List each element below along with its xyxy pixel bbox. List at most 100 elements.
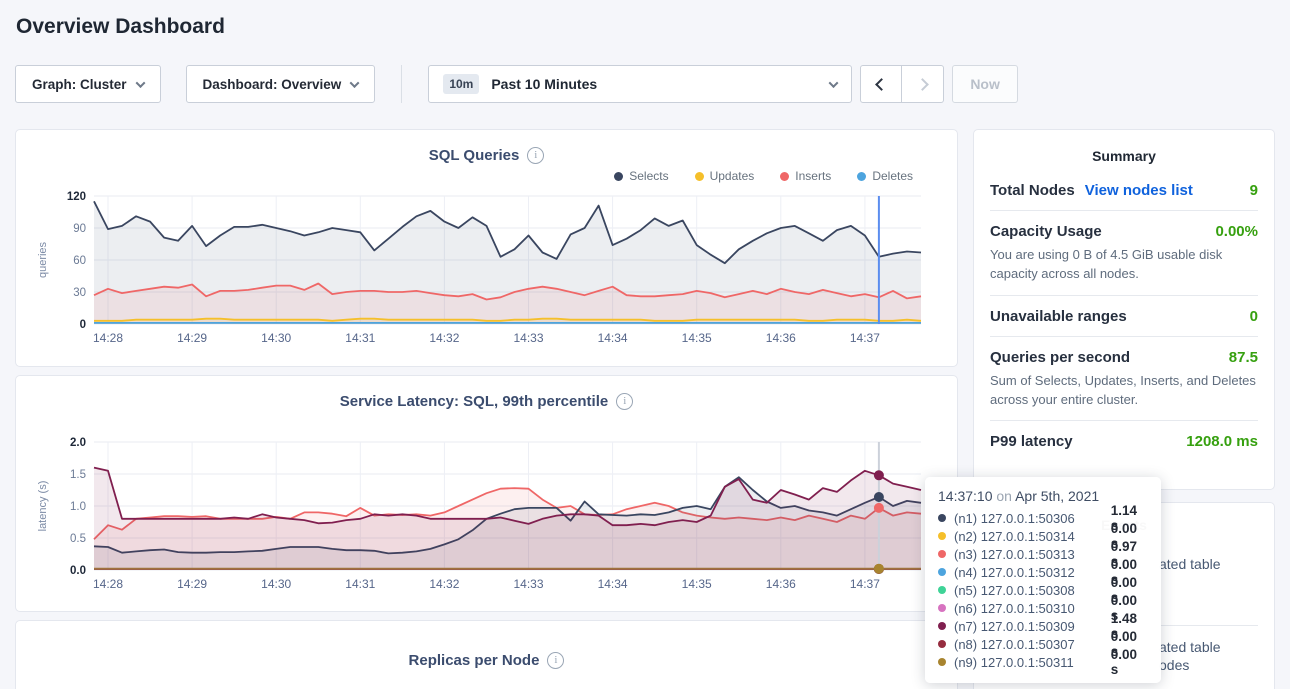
- legend-item-selects[interactable]: Selects: [614, 169, 668, 183]
- graph-dropdown[interactable]: Graph: Cluster: [15, 65, 161, 103]
- legend-item-deletes[interactable]: Deletes: [857, 169, 913, 183]
- info-icon[interactable]: [616, 393, 633, 410]
- chevron-down-icon: [829, 78, 839, 88]
- tooltip-date: Apr 5th, 2021: [1015, 488, 1099, 504]
- info-icon[interactable]: [547, 652, 564, 669]
- svg-text:14:32: 14:32: [429, 331, 459, 345]
- tooltip-node-label: (n2) 127.0.0.1:50314: [954, 529, 1103, 544]
- svg-text:queries: queries: [37, 241, 49, 278]
- overview-dashboard-page: Overview Dashboard Graph: Cluster Dashbo…: [0, 0, 1290, 689]
- series-dot-icon: [938, 568, 946, 576]
- time-range-badge: 10m: [443, 74, 479, 94]
- svg-text:2.0: 2.0: [70, 437, 86, 449]
- page-title: Overview Dashboard: [15, 0, 1275, 39]
- chart-title-row: SQL Queries: [32, 144, 941, 166]
- chart-svg[interactable]: 14:28 14:29 14:30 14:31 14:32 14:33 14:34 14:35…: [32, 186, 943, 348]
- summary-label: Total Nodes: [990, 182, 1075, 199]
- svg-text:14:31: 14:31: [345, 331, 375, 345]
- chevron-down-icon: [350, 78, 360, 88]
- summary-rows: Total Nodes View nodes list 9 Capacity Usag…: [990, 170, 1258, 461]
- legend-dot-icon: [857, 172, 866, 181]
- svg-text:14:29: 14:29: [177, 577, 207, 591]
- chevron-right-icon: [916, 78, 929, 91]
- chevron-left-icon: [875, 78, 888, 91]
- replicas-per-node-card: Replicas per Node: [15, 620, 958, 689]
- summary-row: Queries per second87.5Sum of Selects, Up…: [990, 336, 1258, 421]
- svg-text:14:29: 14:29: [177, 331, 207, 345]
- summary-value: 9: [1250, 182, 1258, 199]
- tooltip-node-row: (n9) 127.0.0.1:503110.00 s: [938, 653, 1148, 671]
- svg-text:14:33: 14:33: [513, 577, 543, 591]
- svg-text:30: 30: [73, 287, 86, 299]
- svg-text:60: 60: [73, 255, 86, 267]
- tooltip-node-label: (n5) 127.0.0.1:50308: [954, 583, 1103, 598]
- svg-text:0.5: 0.5: [70, 533, 86, 545]
- chart-legend: Selects Updates Inserts Deletes: [32, 166, 941, 186]
- series-dot-icon: [938, 640, 946, 648]
- svg-text:14:30: 14:30: [261, 331, 291, 345]
- service-latency-card: Service Latency: SQL, 99th percentile 14…: [15, 375, 958, 612]
- legend-item-updates[interactable]: Updates: [695, 169, 755, 183]
- spacer: [32, 412, 941, 432]
- chart-title-row: Replicas per Node: [32, 649, 941, 671]
- summary-row: P99 latency 1208.0 ms: [990, 420, 1258, 461]
- svg-text:14:35: 14:35: [682, 331, 712, 345]
- chart-svg[interactable]: 14:2814:2914:3014:3114:3214:3314:3414:35…: [32, 432, 943, 594]
- info-icon[interactable]: [527, 147, 544, 164]
- svg-text:14:33: 14:33: [513, 331, 543, 345]
- summary-subtext: You are using 0 B of 4.5 GiB usable disk…: [990, 246, 1258, 284]
- chart-title-row: Service Latency: SQL, 99th percentile: [32, 390, 941, 412]
- time-back-button[interactable]: [860, 65, 902, 103]
- summary-heading: Summary: [990, 134, 1258, 170]
- sql-queries-chart[interactable]: 14:28 14:29 14:30 14:31 14:32 14:33 14:34 14:35…: [32, 186, 941, 353]
- now-button[interactable]: Now: [952, 65, 1018, 103]
- svg-text:14:31: 14:31: [345, 577, 375, 591]
- series-dot-icon: [938, 622, 946, 630]
- time-range-select[interactable]: 10m Past 10 Minutes: [428, 65, 852, 103]
- summary-label: Unavailable ranges: [990, 308, 1127, 325]
- tooltip-node-label: (n8) 127.0.0.1:50307: [954, 637, 1103, 652]
- svg-text:14:28: 14:28: [93, 331, 123, 345]
- event-item-fragment: ated table: [1159, 639, 1221, 655]
- svg-text:0: 0: [80, 319, 86, 331]
- svg-text:14:34: 14:34: [598, 577, 628, 591]
- legend-dot-icon: [780, 172, 789, 181]
- time-forward-button[interactable]: [902, 65, 944, 103]
- legend-dot-icon: [614, 172, 623, 181]
- summary-label: P99 latency: [990, 433, 1073, 450]
- tooltip-node-label: (n3) 127.0.0.1:50313: [954, 547, 1103, 562]
- chart-title: SQL Queries: [429, 147, 520, 164]
- chevron-down-icon: [135, 78, 145, 88]
- view-nodes-link[interactable]: View nodes list: [1085, 182, 1193, 199]
- tooltip-node-label: (n4) 127.0.0.1:50312: [954, 565, 1103, 580]
- legend-item-inserts[interactable]: Inserts: [780, 169, 831, 183]
- summary-row: Total Nodes View nodes list 9: [990, 170, 1258, 210]
- graph-dropdown-label: Graph: Cluster: [32, 77, 127, 92]
- tooltip-timestamp: 14:37:10 on Apr 5th, 2021: [938, 488, 1148, 504]
- svg-text:14:32: 14:32: [429, 577, 459, 591]
- chart-title: Service Latency: SQL, 99th percentile: [340, 393, 608, 410]
- summary-value: 1208.0 ms: [1186, 433, 1258, 450]
- tooltip-time: 14:37:10: [938, 488, 993, 504]
- series-dot-icon: [938, 514, 946, 522]
- tooltip-node-label: (n7) 127.0.0.1:50309: [954, 619, 1103, 634]
- svg-text:120: 120: [67, 191, 86, 203]
- series-dot-icon: [938, 604, 946, 612]
- controls-bar: Graph: Cluster Dashboard: Overview 10m P…: [15, 65, 1275, 103]
- tooltip-node-value: 0.00 s: [1111, 647, 1148, 677]
- summary-value: 0.00%: [1215, 223, 1258, 240]
- svg-text:14:37: 14:37: [850, 331, 880, 345]
- series-dot-icon: [938, 532, 946, 540]
- dashboard-dropdown[interactable]: Dashboard: Overview: [186, 65, 376, 103]
- svg-text:14:34: 14:34: [598, 331, 628, 345]
- summary-row: Capacity Usage0.00%You are using 0 B of …: [990, 210, 1258, 295]
- svg-text:14:35: 14:35: [682, 577, 712, 591]
- summary-subtext: Sum of Selects, Updates, Inserts, and De…: [990, 372, 1258, 410]
- service-latency-chart[interactable]: 14:2814:2914:3014:3114:3214:3314:3414:35…: [32, 432, 941, 599]
- svg-text:1.5: 1.5: [70, 469, 86, 481]
- divider: [401, 65, 402, 103]
- event-item-fragment: ated table: [1159, 556, 1221, 572]
- svg-text:14:30: 14:30: [261, 577, 291, 591]
- chart-hover-tooltip: 14:37:10 on Apr 5th, 2021 (n1) 127.0.0.1…: [925, 477, 1161, 683]
- svg-text:14:37: 14:37: [850, 577, 880, 591]
